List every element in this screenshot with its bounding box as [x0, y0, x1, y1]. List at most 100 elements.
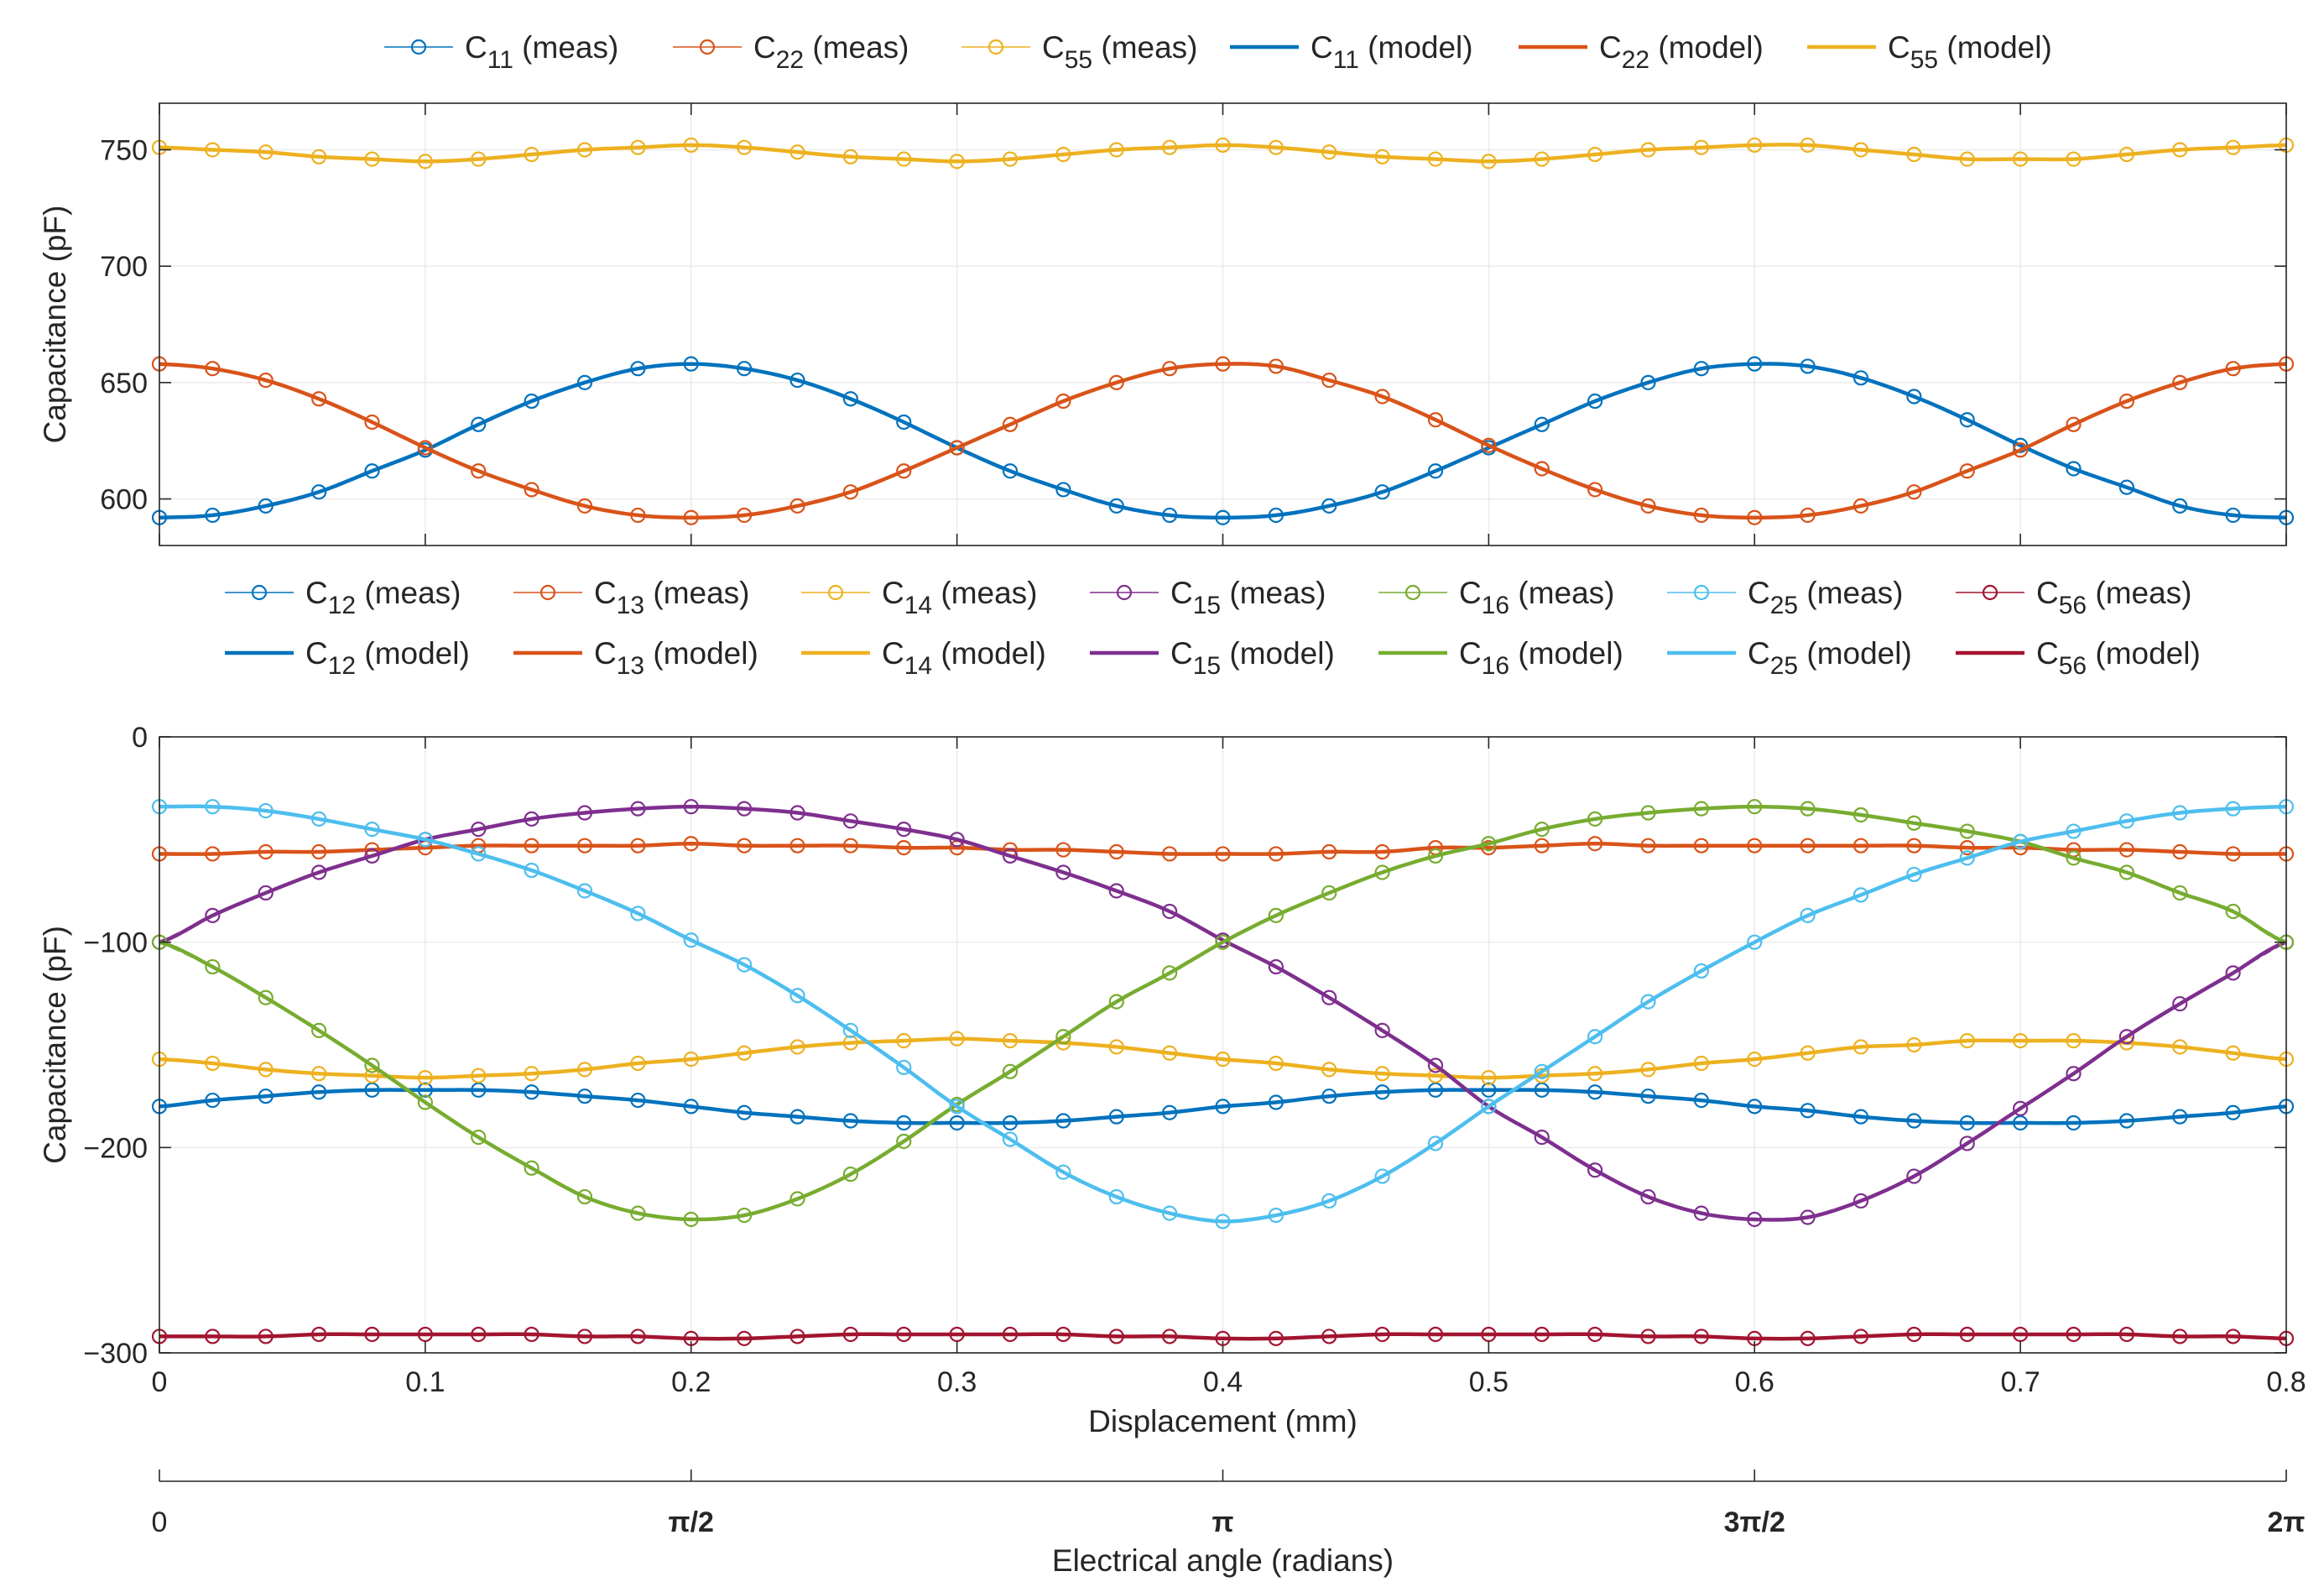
data-point-c16	[1162, 965, 1178, 981]
data-point-c15	[1162, 903, 1178, 920]
data-point-c55	[949, 154, 965, 170]
data-point-c13	[205, 846, 221, 862]
model-line-c56	[159, 1332, 2287, 1341]
model-line-c22	[159, 362, 2287, 519]
data-point-c25	[417, 832, 433, 848]
data-point-c14	[1693, 1055, 1709, 1072]
data-point-c13	[1587, 836, 1603, 852]
data-point-c56	[1959, 1326, 1975, 1343]
model-line-c13	[159, 841, 2286, 856]
y-tick-label: 0	[132, 722, 148, 754]
data-point-c22	[471, 463, 487, 479]
data-point-c22	[630, 507, 646, 524]
data-point-c22	[1852, 498, 1869, 514]
legend-swatch-marker	[251, 584, 268, 601]
data-point-c16	[1374, 864, 1390, 880]
data-point-c12	[205, 1092, 221, 1109]
data-point-c14	[949, 1031, 965, 1047]
data-point-c22	[1215, 356, 1231, 372]
series-c25	[151, 799, 2295, 1229]
legend-swatch-marker	[539, 584, 556, 601]
data-point-c12	[471, 1082, 487, 1098]
data-point-c15	[258, 885, 274, 901]
data-point-c16	[205, 958, 221, 975]
bottom-plot: 0 0.1 0.2 0.3 0.4 0.5 0.6 0.7 0.8 0 −100 −200 −300 Ca…	[38, 722, 2306, 1438]
x-tick-label: 0.7	[2000, 1366, 2040, 1398]
data-point-c22	[2066, 416, 2082, 432]
data-point-c14	[2013, 1033, 2029, 1049]
data-point-c12	[1640, 1088, 1656, 1104]
data-point-c15	[2225, 965, 2241, 981]
data-point-c22	[1374, 389, 1390, 405]
data-point-c11	[789, 372, 805, 389]
data-point-c25	[1481, 1099, 1497, 1115]
data-point-c13	[1268, 846, 1284, 862]
data-point-c55	[1852, 142, 1869, 158]
legend-swatch-marker	[699, 39, 716, 55]
data-point-c11	[1427, 463, 1444, 479]
data-point-c56	[896, 1326, 912, 1343]
data-point-c13	[630, 838, 646, 854]
data-point-c11	[1587, 393, 1603, 410]
data-point-c16	[1481, 836, 1497, 852]
data-point-c14	[1268, 1055, 1284, 1072]
data-point-c15	[842, 813, 858, 829]
data-point-c14	[2172, 1039, 2188, 1055]
data-point-c56	[949, 1326, 965, 1343]
data-point-c16	[524, 1160, 539, 1176]
data-point-c56	[1481, 1326, 1497, 1343]
data-point-c22	[576, 498, 593, 514]
data-point-c12	[683, 1099, 699, 1115]
data-point-c16	[471, 1129, 487, 1146]
data-point-c22	[1587, 482, 1603, 498]
data-point-c15	[1587, 1162, 1603, 1178]
data-point-c22	[789, 498, 805, 514]
data-point-c12	[258, 1088, 274, 1104]
data-point-c13	[1215, 846, 1231, 862]
data-point-c55	[576, 142, 593, 158]
data-point-c56	[2013, 1326, 2029, 1343]
data-point-c15	[2066, 1066, 2082, 1082]
data-point-c15	[311, 864, 327, 880]
data-point-c22	[2118, 393, 2134, 410]
data-point-c12	[2013, 1115, 2029, 1131]
data-point-c22	[1427, 412, 1444, 428]
data-point-c15	[1374, 1022, 1390, 1038]
data-point-c25	[524, 862, 539, 879]
data-point-c15	[205, 907, 221, 923]
data-point-c25	[2066, 823, 2082, 839]
data-point-c25	[1587, 1029, 1603, 1045]
data-point-c12	[630, 1092, 646, 1109]
data-point-c16	[1852, 807, 1869, 823]
electrical-angle-axis: 0 π/2 π 3π/2 2π Electrical angle (radians)	[152, 1470, 2305, 1578]
data-point-c55	[1587, 146, 1603, 163]
data-point-c16	[1215, 934, 1231, 950]
data-point-c14	[1906, 1036, 1922, 1053]
data-point-c13	[896, 840, 912, 856]
data-point-c25	[311, 811, 327, 827]
data-point-c55	[1481, 154, 1497, 170]
data-point-c15	[1055, 864, 1071, 880]
data-point-c56	[2172, 1329, 2188, 1344]
data-point-c15	[1693, 1205, 1709, 1221]
data-point-c14	[471, 1068, 487, 1083]
data-point-c11	[1852, 370, 1869, 386]
data-point-c55	[1906, 146, 1922, 163]
data-point-c12	[1693, 1092, 1709, 1109]
data-point-c14	[417, 1070, 433, 1086]
data-point-c55	[737, 139, 753, 155]
data-point-c12	[1534, 1082, 1550, 1098]
data-point-c15	[683, 799, 699, 815]
data-point-c25	[2225, 801, 2241, 817]
data-point-c13	[1481, 840, 1497, 856]
y-tick-label: −200	[83, 1132, 148, 1164]
data-point-c14	[1852, 1039, 1869, 1055]
data-point-c56	[1055, 1326, 1071, 1343]
data-point-c12	[417, 1082, 433, 1098]
data-point-c15	[737, 801, 753, 817]
series-c55	[151, 137, 2295, 170]
data-point-c12	[1374, 1084, 1390, 1100]
data-point-c14	[364, 1068, 380, 1083]
data-point-c15	[1959, 1135, 1975, 1151]
series-c12	[151, 1082, 2295, 1131]
